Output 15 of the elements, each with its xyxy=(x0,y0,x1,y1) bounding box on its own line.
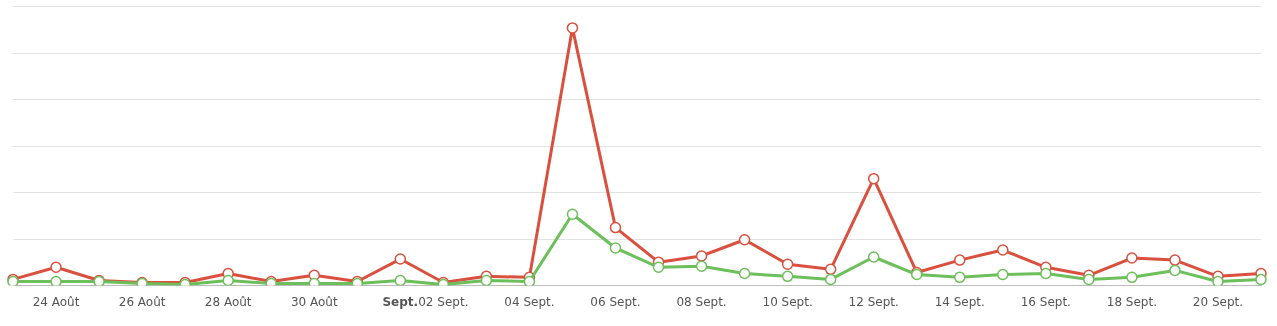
x-tick-label: 12 Sept. xyxy=(848,294,899,309)
x-tick-label: 30 Août xyxy=(290,294,338,309)
x-tick-label: 16 Sept. xyxy=(1020,294,1071,309)
x-tick-label: 28 Août xyxy=(204,294,252,309)
x-tick-label: 02 Sept. xyxy=(418,294,469,309)
x-tick-label: 26 Août xyxy=(118,294,166,309)
x-tick-label: 04 Sept. xyxy=(504,294,555,309)
x-tick-label: 24 Août xyxy=(32,294,80,309)
x-tick-label: Sept. xyxy=(382,294,419,309)
x-tick-label: 08 Sept. xyxy=(676,294,727,309)
x-tick-label: 06 Sept. xyxy=(590,294,641,309)
x-tick-label: 10 Sept. xyxy=(762,294,813,309)
x-tick-label: 18 Sept. xyxy=(1106,294,1158,309)
x-tick-label: 14 Sept. xyxy=(934,294,985,309)
x-tick-label: 20 Sept. xyxy=(1192,294,1244,309)
